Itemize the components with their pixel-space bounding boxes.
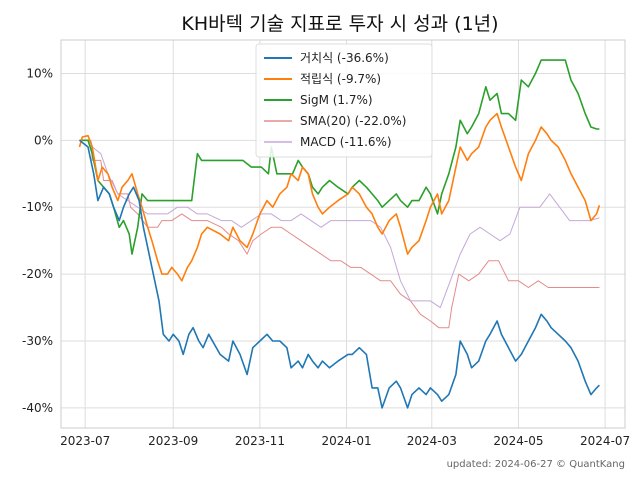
x-tick-label: 2023-11 xyxy=(235,434,285,448)
x-tick-label: 2023-07 xyxy=(60,434,110,448)
series-layer xyxy=(78,59,601,409)
x-tick-label: 2024-01 xyxy=(321,434,371,448)
legend-label: SMA(20) (-22.0%) xyxy=(300,114,406,128)
series-line-3 xyxy=(79,139,600,329)
legend-label: MACD (-11.6%) xyxy=(300,135,392,149)
series-line-4 xyxy=(79,139,600,309)
series-line-0 xyxy=(79,139,600,409)
series-line-1 xyxy=(78,112,601,282)
x-axis: 2023-07 2023-09 2023-11 2024-01 2024-03 2024-… xyxy=(60,434,630,448)
legend-label: SigM (1.7%) xyxy=(300,93,373,107)
x-tick-label: 2024-07 xyxy=(580,434,630,448)
y-tick-label: -40% xyxy=(22,401,53,415)
y-tick-label: 10% xyxy=(26,66,53,80)
plot-area xyxy=(60,39,626,429)
y-axis: 10% 0% -10% -20% -30% -40% xyxy=(22,66,53,414)
x-tick-label: 2024-05 xyxy=(493,434,543,448)
legend-label: 적립식 (-9.7%) xyxy=(300,72,381,86)
y-tick-label: -10% xyxy=(22,200,53,214)
y-tick-label: -20% xyxy=(22,267,53,281)
y-tick-label: -30% xyxy=(22,334,53,348)
legend: 거치식 (-36.6%) 적립식 (-9.7%) SigM (1.7%) SMA(20… xyxy=(255,43,433,158)
x-tick-label: 2023-09 xyxy=(148,434,198,448)
x-tick-label: 2024-03 xyxy=(407,434,457,448)
legend-label: 거치식 (-36.6%) xyxy=(300,51,389,65)
footer-credit: updated: 2024-06-27 © QuantKang xyxy=(447,459,625,470)
y-tick-label: 0% xyxy=(34,133,53,147)
chart-title: KH바텍 기술 지표로 투자 시 성과 (1년) xyxy=(181,13,498,35)
legend-box xyxy=(255,43,433,158)
